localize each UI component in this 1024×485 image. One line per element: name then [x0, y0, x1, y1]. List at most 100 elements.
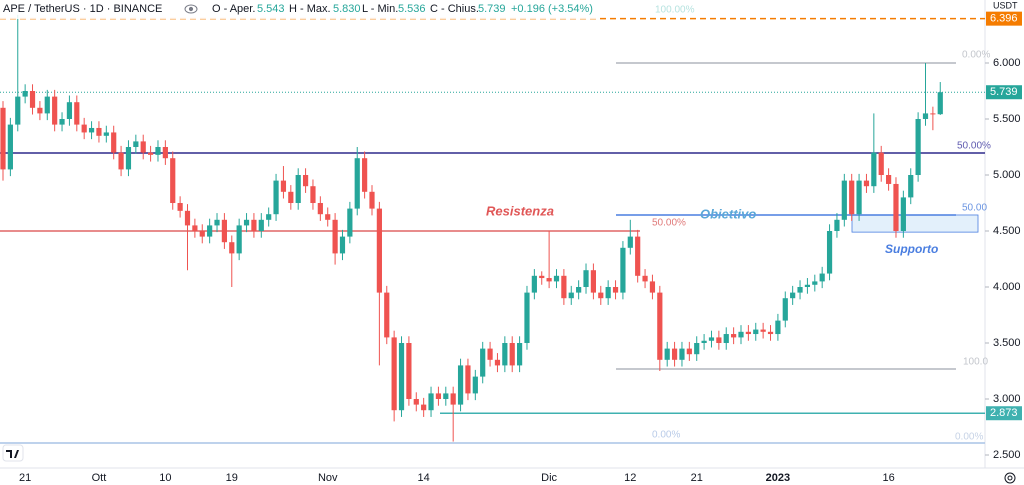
annotation: Resistenza — [486, 203, 554, 218]
candle-body — [893, 183, 899, 232]
y-tick-label: 3.000 — [993, 393, 1021, 405]
candle-body — [708, 337, 715, 341]
close-label: C - Chius. — [430, 3, 479, 15]
currency: USDT — [993, 0, 1018, 10]
candle-body — [494, 359, 501, 366]
candle-body — [332, 219, 338, 254]
candle-body — [457, 365, 464, 405]
candle-body — [465, 365, 471, 394]
eye-icon[interactable] — [184, 4, 198, 14]
candle-body — [66, 102, 73, 120]
candle-body — [590, 270, 596, 293]
candle-body — [841, 180, 847, 220]
candle-body — [140, 141, 146, 153]
annotation: 0.00% — [652, 430, 680, 441]
candle-body — [671, 348, 678, 360]
x-tick-label: 2023 — [766, 472, 790, 484]
candle-body — [450, 393, 456, 405]
price-tag — [986, 11, 1022, 26]
y-tick-label: 2.500 — [993, 449, 1021, 461]
candle-body — [22, 91, 28, 97]
candle-body — [856, 180, 862, 215]
candle-body — [0, 107, 6, 170]
candle-body — [804, 284, 811, 288]
x-tick-label: 21 — [19, 472, 31, 484]
y-tick-label: 5.000 — [993, 169, 1021, 181]
x-tick-label: Nov — [318, 472, 338, 484]
candle-body — [288, 191, 294, 204]
candle-body — [295, 175, 301, 204]
candle-body — [7, 124, 13, 170]
candle-body — [273, 180, 279, 215]
candle-body — [812, 281, 818, 285]
candle-body — [155, 147, 161, 155]
candle-body — [88, 127, 95, 133]
candle-body — [553, 275, 560, 282]
candle-body — [723, 334, 729, 344]
settings-icon[interactable] — [1004, 472, 1016, 484]
candle-body — [398, 343, 405, 411]
x-tick-label: Ott — [92, 472, 107, 484]
high-value: 5.830 — [333, 3, 361, 15]
candle-body — [524, 292, 530, 344]
candle-body — [118, 152, 124, 170]
candle-body — [103, 132, 109, 136]
candle-body — [435, 393, 442, 400]
header-icons — [184, 4, 198, 14]
x-tick-label: 21 — [691, 472, 703, 484]
candle-body — [376, 208, 382, 293]
open-label: O - Aper. — [212, 3, 255, 15]
price-axis: 2.500 3.000 3.500 4.000 4.500 5.000 5.500 6.000… — [985, 11, 1022, 461]
candle-body — [546, 278, 552, 282]
candle-body — [922, 113, 929, 120]
candle-body — [598, 292, 604, 299]
support-zone — [851, 214, 979, 233]
candle-body — [236, 225, 242, 254]
candle-body — [413, 399, 419, 405]
candle-body — [133, 141, 139, 148]
candle-body — [96, 127, 102, 136]
candle-body — [694, 343, 700, 355]
candle-body — [782, 298, 788, 321]
candle-body — [325, 214, 331, 220]
legend-bg — [0, 0, 600, 19]
candle-body — [568, 292, 574, 299]
candle-body — [81, 124, 87, 133]
candle-body — [339, 236, 346, 254]
candle-body — [509, 343, 515, 366]
candle-body — [819, 273, 825, 282]
annotation: 0.00% — [955, 432, 983, 443]
x-tick-label: 10 — [159, 472, 171, 484]
candle-body — [443, 393, 449, 400]
candle-body — [679, 348, 685, 360]
x-tick-label: 19 — [226, 472, 238, 484]
annotation: 0.00% — [962, 50, 990, 61]
candle-body — [369, 191, 375, 209]
candle-body — [937, 92, 943, 115]
candle-body — [517, 343, 523, 366]
candle-body — [29, 91, 36, 108]
candle-body — [886, 175, 892, 184]
y-tick-label: 5.500 — [993, 113, 1021, 125]
candle-body — [930, 113, 936, 115]
symbol: APE / TetherUS · 1D · BINANCE — [3, 3, 162, 15]
annotation: 50.00% — [652, 218, 686, 229]
candle-body — [745, 331, 751, 335]
candle-body — [184, 210, 191, 226]
y-tick-label: 4.500 — [993, 225, 1021, 237]
candle-body — [664, 348, 670, 360]
tradingview-logo[interactable] — [2, 444, 24, 462]
price-tag-label: 6.396 — [990, 13, 1018, 25]
candle-body — [878, 152, 884, 176]
candle-body — [826, 231, 833, 274]
candle-body — [125, 147, 132, 170]
price-tag — [986, 85, 1022, 100]
x-tick-label: 16 — [882, 472, 894, 484]
candle-body — [649, 281, 656, 293]
candle-body — [302, 175, 309, 187]
candle-body — [221, 219, 227, 243]
candle-body — [347, 208, 353, 237]
candle-body — [15, 96, 21, 125]
candle-body — [317, 203, 323, 215]
